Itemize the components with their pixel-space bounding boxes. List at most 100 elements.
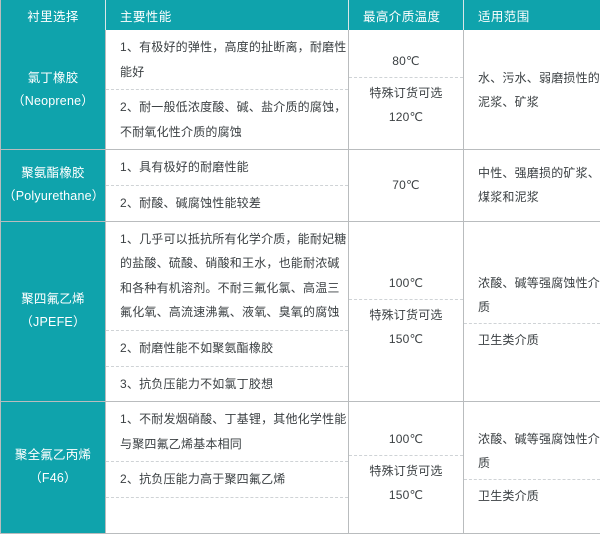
performance-line: 2、耐酸、碱腐蚀性能较差 <box>120 191 348 216</box>
temperature-subrow: 70℃ <box>349 170 463 201</box>
performance-line: 2、耐一般低浓度酸、碱、盐介质的腐蚀， <box>120 95 348 120</box>
temperature-line: 100℃ <box>349 272 463 295</box>
material-name-en: （F46） <box>3 467 103 490</box>
performance-cell: 1、几乎可以抵抗所有化学介质，能耐妃糖的盐酸、硫酸、硝酸和王水，也能耐浓碱和各种… <box>106 222 348 330</box>
temperature-subrow: 100℃ <box>349 424 463 456</box>
temperature-line: 70℃ <box>349 174 463 197</box>
performance-cell: 2、耐一般低浓度酸、碱、盐介质的腐蚀，不耐氧化性介质的腐蚀 <box>106 90 348 149</box>
scope-cell: 水、污水、弱磨损性的泥浆、矿浆 <box>464 62 600 118</box>
material-name-cell: 氯丁橡胶（Neoprene） <box>1 30 106 150</box>
performance-subrow: 2、耐酸、碱腐蚀性能较差 <box>106 185 348 220</box>
performance-group: 1、几乎可以抵抗所有化学介质，能耐妃糖的盐酸、硫酸、硝酸和王水，也能耐浓碱和各种… <box>106 222 348 402</box>
scope-subrow: 浓酸、碱等强腐蚀性介质 <box>464 423 600 480</box>
scope-line: 煤浆和泥浆 <box>478 185 600 209</box>
performance-line: 和各种有机溶剂。不耐三氟化氯、高温三 <box>120 276 348 301</box>
performance-line: 氟化氧、高流速沸氟、液氧、臭氧的腐蚀 <box>120 300 348 325</box>
scope-line: 水、污水、弱磨损性的 <box>478 66 600 90</box>
performance-line: 不耐氧化性介质的腐蚀 <box>120 120 348 145</box>
temperature-cell: 80℃ <box>349 46 463 77</box>
performance-subrow <box>106 497 348 532</box>
material-name-en: （JPEFE） <box>3 311 103 334</box>
scope-cell: 浓酸、碱等强腐蚀性介质卫生类介质 <box>464 221 600 402</box>
temperature-line: 150℃ <box>349 328 463 351</box>
temperature-subrow: 80℃ <box>349 46 463 78</box>
performance-cell: 2、耐磨性能不如聚氨酯橡胶 <box>106 331 348 366</box>
column-header-applicable-scope: 适用范围 <box>464 0 600 30</box>
performance-line: 1、不耐发烟硝酸、丁基锂，其他化学性能 <box>120 407 348 432</box>
performance-group: 1、具有极好的耐磨性能 2、耐酸、碱腐蚀性能较差 <box>106 150 348 220</box>
performance-cell: 1、具有极好的耐磨性能 2、耐酸、碱腐蚀性能较差 <box>106 150 349 221</box>
scope-line: 浓酸、碱等强腐蚀性介 <box>478 271 600 295</box>
performance-line: 1、几乎可以抵抗所有化学介质，能耐妃糖 <box>120 227 348 252</box>
scope-subrow: 中性、强磨损的矿浆、煤浆和泥浆 <box>464 157 600 213</box>
scope-cell: 浓酸、碱等强腐蚀性介质 <box>464 267 600 323</box>
scope-subrow: 浓酸、碱等强腐蚀性介质 <box>464 267 600 324</box>
scope-group: 浓酸、碱等强腐蚀性介质卫生类介质 <box>464 267 600 356</box>
scope-cell: 卫生类介质 <box>464 480 600 512</box>
column-header-lining-selection: 衬里选择 <box>1 0 106 30</box>
performance-line: 能好 <box>120 60 348 85</box>
scope-subrow: 卫生类介质 <box>464 479 600 512</box>
performance-line: 3、抗负压能力不如氯丁胶想 <box>120 372 348 397</box>
material-name-cn: 聚氨酯橡胶 <box>3 162 103 185</box>
temperature-cell: 70℃ <box>349 150 464 221</box>
performance-subrow: 1、不耐发烟硝酸、丁基锂，其他化学性能与聚四氟乙烯基本相同 <box>106 402 348 462</box>
column-header-max-medium-temperature: 最高介质温度 <box>349 0 464 30</box>
material-name-cn: 聚全氟乙丙烯 <box>3 444 103 467</box>
material-name-cell: 聚氨酯橡胶（Polyurethane） <box>1 150 106 221</box>
performance-group: 1、不耐发烟硝酸、丁基锂，其他化学性能与聚四氟乙烯基本相同 2、抗负压能力高于聚四… <box>106 402 348 532</box>
temperature-line: 特殊订货可选 <box>349 460 463 483</box>
temperature-line: 100℃ <box>349 428 463 451</box>
performance-line: 2、抗负压能力高于聚四氟乙烯 <box>120 467 348 492</box>
performance-cell: 1、几乎可以抵抗所有化学介质，能耐妃糖的盐酸、硫酸、硝酸和王水，也能耐浓碱和各种… <box>106 221 349 402</box>
scope-cell: 浓酸、碱等强腐蚀性介质卫生类介质 <box>464 402 600 533</box>
scope-group: 中性、强磨损的矿浆、煤浆和泥浆 <box>464 157 600 213</box>
performance-subrow: 2、耐磨性能不如聚氨酯橡胶 <box>106 330 348 366</box>
temperature-line: 150℃ <box>349 484 463 507</box>
performance-subrow: 1、有极好的弹性，高度的扯断离，耐磨性能好 <box>106 30 348 90</box>
performance-cell: 1、有极好的弹性，高度的扯断离，耐磨性能好 <box>106 30 348 89</box>
performance-line: 的盐酸、硫酸、硝酸和王水，也能耐浓碱 <box>120 251 348 276</box>
temperature-cell: 100℃ <box>349 268 463 299</box>
material-name-en: （Neoprene） <box>3 90 103 113</box>
scope-cell: 中性、强磨损的矿浆、煤浆和泥浆 <box>464 157 600 213</box>
performance-subrow: 1、具有极好的耐磨性能 <box>106 150 348 185</box>
performance-cell: 2、耐酸、碱腐蚀性能较差 <box>106 186 348 221</box>
performance-cell: 3、抗负压能力不如氯丁胶想 <box>106 367 348 402</box>
scope-line: 卫生类介质 <box>478 328 600 352</box>
temperature-line: 特殊订货可选 <box>349 304 463 327</box>
column-header-main-performance: 主要性能 <box>106 0 349 30</box>
scope-line: 质 <box>478 295 600 319</box>
performance-subrow: 2、耐一般低浓度酸、碱、盐介质的腐蚀，不耐氧化性介质的腐蚀 <box>106 90 348 150</box>
scope-cell: 卫生类介质 <box>464 324 600 356</box>
material-name-en: （Polyurethane） <box>3 185 103 208</box>
performance-subrow: 3、抗负压能力不如氯丁胶想 <box>106 366 348 401</box>
performance-cell: 1、不耐发烟硝酸、丁基锂，其他化学性能与聚四氟乙烯基本相同 2、抗负压能力高于聚四… <box>106 402 349 533</box>
temperature-cell: 70℃ <box>349 170 463 201</box>
performance-line: 1、有极好的弹性，高度的扯断离，耐磨性 <box>120 35 348 60</box>
performance-cell: 1、不耐发烟硝酸、丁基锂，其他化学性能与聚四氟乙烯基本相同 <box>106 402 348 461</box>
performance-line: 1、具有极好的耐磨性能 <box>120 155 348 180</box>
scope-line: 质 <box>478 451 600 475</box>
performance-line <box>120 503 348 528</box>
table-row: 聚四氟乙烯（JPEFE）1、几乎可以抵抗所有化学介质，能耐妃糖的盐酸、硫酸、硝酸… <box>1 221 600 402</box>
material-name-cn: 氯丁橡胶 <box>3 67 103 90</box>
scope-cell: 中性、强磨损的矿浆、煤浆和泥浆 <box>464 150 600 221</box>
table-header: 衬里选择 主要性能 最高介质温度 适用范围 <box>1 0 600 30</box>
scope-group: 浓酸、碱等强腐蚀性介质卫生类介质 <box>464 423 600 512</box>
scope-line: 卫生类介质 <box>478 484 600 508</box>
temperature-group: 70℃ <box>349 170 463 201</box>
scope-line: 浓酸、碱等强腐蚀性介 <box>478 427 600 451</box>
